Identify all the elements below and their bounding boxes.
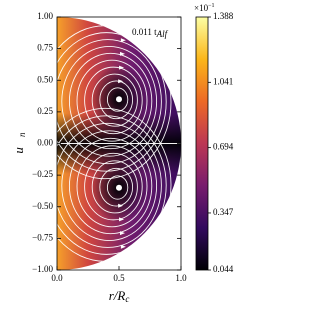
colorbar-tick-label: 1.388 [213, 11, 234, 21]
stream-arrow [119, 65, 125, 70]
vortex-core [116, 96, 122, 103]
y-tick-label: −0.75 [32, 232, 53, 242]
y-tick-label: −0.25 [32, 169, 53, 179]
colorbar-tick-label: 0.347 [213, 207, 234, 217]
colorbar-offset: ×10−1 [194, 3, 214, 13]
x-tick-label: 1.0 [175, 273, 187, 283]
streamline [76, 59, 148, 142]
stream-arrow [119, 231, 125, 236]
streamline [57, 39, 162, 165]
y-tick-label: −0.50 [32, 201, 53, 211]
streamline [76, 145, 148, 228]
x-axis-label: r/Rc [109, 288, 130, 304]
stream-arrow [120, 38, 126, 43]
colorbar-tick-label: 0.044 [213, 264, 234, 274]
streamline [61, 130, 158, 242]
colorbar [195, 16, 209, 271]
streamline [106, 175, 129, 200]
streamline [68, 137, 153, 235]
x-tick-label: 0.0 [51, 273, 63, 283]
chart: 0.011 tAlf r/Rc u⃗n ×10−1 0.0 0.5 1.0 −1.00… [11, 3, 234, 304]
y-tick-label: 1.00 [37, 11, 53, 21]
y-tick-label: 0.25 [37, 106, 53, 116]
streamline [106, 87, 129, 112]
stream-arrow [118, 203, 124, 208]
y-tick-label: 0.00 [37, 138, 53, 148]
streamline [57, 115, 167, 255]
x-tick-label: 0.5 [113, 273, 125, 283]
colorbar-tick-label: 0.694 [213, 142, 234, 152]
y-tick-label: 0.75 [37, 43, 53, 53]
colorbar-tick-label: 1.041 [213, 76, 233, 86]
y-tick-label: 0.50 [37, 74, 53, 84]
streamline [99, 167, 134, 207]
streamline [99, 80, 134, 120]
streamline [61, 45, 158, 157]
streamline [57, 32, 167, 172]
streamline [57, 122, 162, 248]
streamline [84, 66, 143, 135]
stream-arrow [121, 24, 127, 29]
stream-arrow [119, 51, 125, 56]
streamline [84, 152, 143, 221]
streamline [68, 52, 153, 150]
vortex-core [116, 184, 122, 191]
streamline [91, 160, 138, 214]
y-axis-label: u⃗n [11, 132, 27, 154]
stream-arrow [120, 244, 126, 249]
streamline [91, 73, 138, 127]
stream-arrow [121, 258, 127, 263]
stream-arrow [119, 217, 125, 222]
stream-arrow [118, 79, 124, 84]
annotation: 0.011 tAlf [132, 27, 169, 39]
y-tick-label: −1.00 [32, 264, 53, 274]
